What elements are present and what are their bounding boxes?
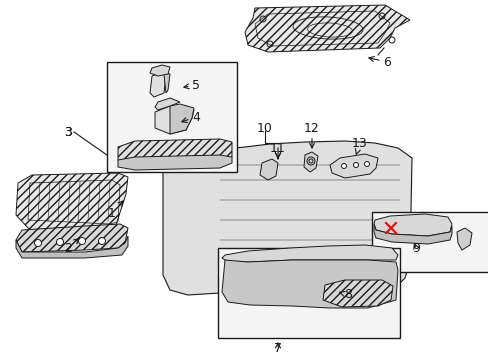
Text: 4: 4 (182, 111, 200, 123)
Polygon shape (329, 154, 377, 178)
Circle shape (383, 225, 387, 230)
Text: 7: 7 (273, 342, 282, 355)
Bar (218, 248, 399, 338)
Polygon shape (16, 236, 128, 258)
Circle shape (35, 239, 41, 247)
Bar (371, 212, 488, 272)
Text: 5: 5 (183, 78, 200, 91)
Polygon shape (150, 65, 170, 76)
Polygon shape (155, 106, 194, 134)
Circle shape (411, 224, 416, 229)
Polygon shape (373, 224, 451, 244)
Polygon shape (118, 155, 231, 170)
Circle shape (341, 163, 346, 168)
Bar (107, 62, 237, 172)
Text: 9: 9 (411, 242, 419, 255)
Text: 1: 1 (108, 201, 123, 220)
Text: 6: 6 (368, 55, 390, 68)
Circle shape (397, 225, 402, 230)
Circle shape (364, 162, 369, 166)
Polygon shape (244, 5, 409, 52)
Polygon shape (456, 228, 471, 250)
Polygon shape (150, 72, 165, 97)
Circle shape (98, 238, 105, 244)
Text: 3: 3 (64, 126, 72, 139)
Polygon shape (16, 224, 128, 252)
Polygon shape (155, 98, 180, 110)
Circle shape (334, 289, 339, 294)
Circle shape (353, 162, 358, 167)
Circle shape (375, 288, 380, 292)
Polygon shape (222, 260, 397, 308)
Polygon shape (16, 173, 128, 230)
Text: 10: 10 (257, 122, 272, 135)
Text: 13: 13 (351, 136, 367, 154)
Polygon shape (304, 152, 317, 172)
Circle shape (57, 239, 63, 246)
Polygon shape (373, 214, 451, 236)
Text: 11: 11 (269, 141, 285, 159)
Polygon shape (118, 139, 231, 165)
Polygon shape (163, 141, 411, 295)
Circle shape (79, 238, 85, 244)
Text: 12: 12 (304, 122, 319, 148)
Text: 8: 8 (339, 288, 351, 302)
Polygon shape (170, 104, 194, 134)
Polygon shape (162, 72, 170, 93)
Polygon shape (222, 245, 397, 262)
Text: 3: 3 (64, 126, 72, 139)
Circle shape (425, 222, 429, 228)
Polygon shape (323, 280, 392, 307)
Text: 2: 2 (64, 239, 79, 255)
Circle shape (349, 288, 354, 293)
Polygon shape (260, 159, 278, 180)
Circle shape (363, 288, 368, 292)
